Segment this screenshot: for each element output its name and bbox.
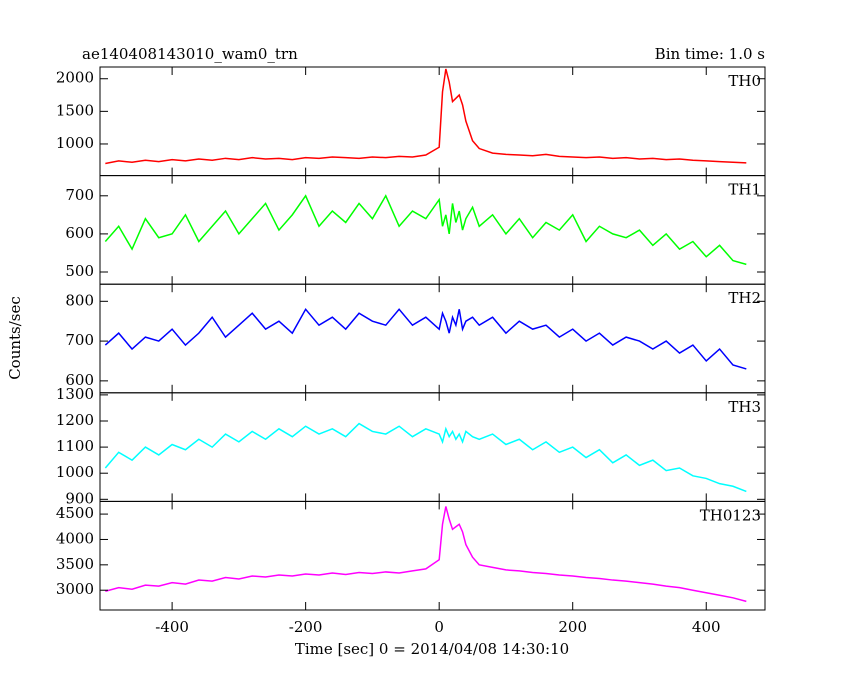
panel-label: TH0 [728, 72, 761, 90]
panel-frame [99, 175, 766, 285]
panel-frame [99, 392, 766, 502]
x-tick-label: -200 [289, 618, 323, 636]
data-line [104, 422, 747, 493]
x-axis-label: Time [sec] 0 = 2014/04/08 14:30:10 [295, 640, 569, 658]
y-tick-label: 2000 [56, 69, 94, 87]
panel-frame [99, 500, 766, 611]
y-tick-label: 500 [65, 262, 94, 280]
y-tick-label: 4500 [56, 504, 94, 522]
y-axis-label: Counts/sec [6, 296, 24, 380]
panel-label: TH0123 [700, 506, 761, 524]
y-tick-label: 1000 [56, 134, 94, 152]
data-line [104, 194, 747, 266]
y-tick-label: 1300 [56, 385, 94, 403]
chart-title: ae140408143010_wam0_trn [82, 45, 298, 63]
x-tick-label: 200 [558, 618, 587, 636]
y-tick-label: 3000 [56, 580, 94, 598]
y-tick-label: 600 [65, 224, 94, 242]
data-line [105, 506, 747, 603]
y-tick-label: 1200 [56, 411, 94, 429]
y-tick-label: 600 [65, 371, 94, 389]
x-tick-label: 0 [434, 618, 444, 636]
panel-frame [99, 283, 766, 394]
chart-subtitle: Bin time: 1.0 s [655, 45, 765, 63]
y-tick-label: 1000 [56, 463, 94, 481]
y-tick-label: 4000 [56, 529, 94, 547]
panel-label: TH1 [728, 181, 761, 199]
y-tick-label: 900 [65, 489, 94, 507]
y-tick-label: 700 [65, 331, 94, 349]
data-line [105, 68, 747, 165]
y-tick-label: 1100 [56, 437, 94, 455]
x-tick-label: 400 [692, 618, 721, 636]
x-tick-label: -400 [155, 618, 189, 636]
y-tick-label: 800 [65, 291, 94, 309]
y-tick-label: 1500 [56, 101, 94, 119]
data-line [104, 307, 747, 370]
panel-label: TH2 [728, 289, 761, 307]
y-tick-label: 700 [65, 186, 94, 204]
y-tick-label: 3500 [56, 555, 94, 573]
panel-label: TH3 [728, 398, 761, 416]
